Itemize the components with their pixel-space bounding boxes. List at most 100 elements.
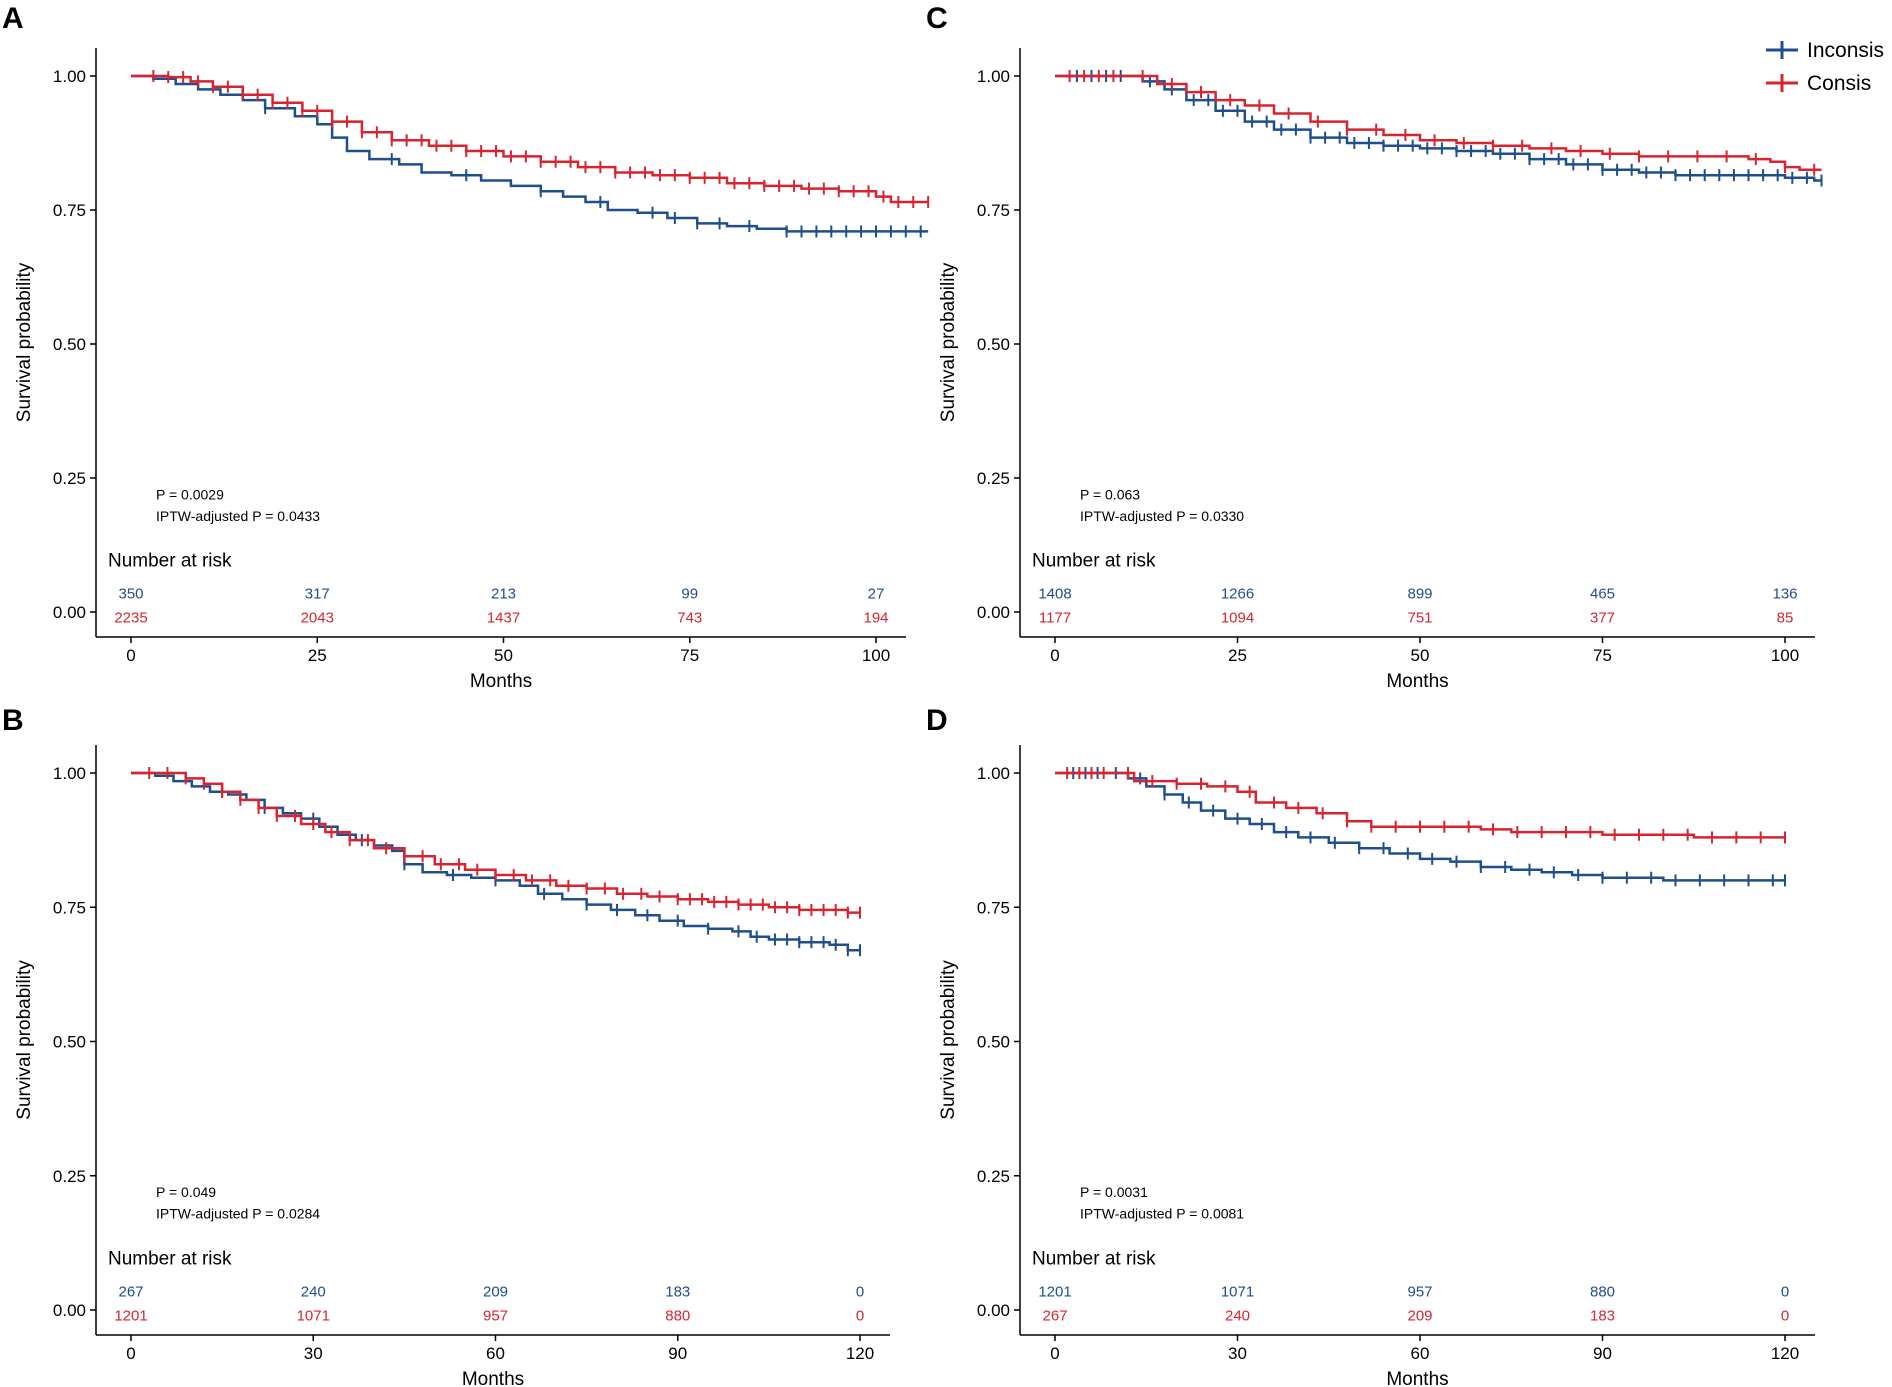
- panel-d-y-tick-label: 0.75: [977, 898, 1010, 917]
- panel-a-risk-consis: 1437: [487, 610, 520, 627]
- legend-item-inconsis: Inconsis: [1766, 39, 1884, 62]
- panel-b-risk-title: Number at risk: [108, 1248, 232, 1269]
- panel-b-x-tick-label: 0: [126, 1344, 135, 1363]
- panel-b-p-value: P = 0.049: [156, 1184, 216, 1200]
- panel-c: C 0.00 0.25 0.50 0.75 1.00 0 25 50 75 100 Months Sur…: [926, 2, 1823, 692]
- panel-b-risk-inconsis: 240: [301, 1284, 326, 1301]
- panel-b-x-tick-label: 30: [304, 1344, 323, 1363]
- panel-b: B 0.00 0.25 0.50 0.75 1.00 0 30 60 90 120 Months Sur…: [2, 704, 890, 1387]
- panel-d-x-axis-title: Months: [1386, 1369, 1448, 1387]
- panel-d-iptw-p-value: IPTW-adjusted P = 0.0081: [1080, 1206, 1244, 1222]
- panel-a-letter: A: [2, 2, 24, 35]
- panel-d-risk-consis: 209: [1407, 1308, 1432, 1325]
- panel-d-letter: D: [926, 704, 948, 737]
- panel-b-y-tick-label: 1.00: [53, 764, 86, 783]
- panel-a-x-tick-label: 100: [862, 646, 890, 665]
- panel-d-risk-inconsis: 957: [1407, 1284, 1432, 1301]
- panel-d-y-tick-label: 0.25: [977, 1167, 1010, 1186]
- panel-d-risk-consis: 267: [1042, 1308, 1067, 1325]
- panel-d-x-tick-label: 120: [1771, 1344, 1799, 1363]
- panel-d-p-value: P = 0.0031: [1080, 1184, 1148, 1200]
- panel-a-risk-consis: 2235: [114, 610, 147, 627]
- panel-b-y-tick-label: 0.25: [53, 1167, 86, 1186]
- panel-a-curve-inconsis: [131, 74, 929, 233]
- panel-d-risk-title: Number at risk: [1032, 1248, 1156, 1269]
- panel-c-risk-consis: 1094: [1221, 610, 1254, 627]
- panel-b-risk-inconsis: 0: [856, 1284, 864, 1301]
- legend: Inconsis Consis: [1766, 39, 1884, 95]
- panel-a-risk-inconsis: 317: [305, 586, 330, 603]
- panel-a-risk-consis: 194: [863, 610, 888, 627]
- panel-a: A 0.00 0.25 0.50 0.75 1.00 0 25 50 75 100 Months Sur…: [2, 2, 930, 692]
- panel-c-x-tick-label: 0: [1050, 646, 1059, 665]
- panel-a-risk-inconsis: 27: [868, 586, 885, 603]
- panel-d-y-tick-label: 0.50: [977, 1033, 1010, 1052]
- panel-d-risk-consis: 240: [1225, 1308, 1250, 1325]
- panel-d-risk-inconsis: 1201: [1038, 1284, 1071, 1301]
- panel-d-risk-inconsis: 0: [1781, 1284, 1789, 1301]
- panel-c-risk-consis: 1177: [1039, 610, 1071, 627]
- panel-c-iptw-p-value: IPTW-adjusted P = 0.0330: [1080, 508, 1244, 524]
- panel-a-x-tick-label: 0: [126, 646, 135, 665]
- panel-b-risk-consis: 1071: [297, 1308, 330, 1325]
- panel-d-x-tick-label: 90: [1593, 1344, 1612, 1363]
- panel-a-y-tick-label: 0.00: [53, 603, 86, 622]
- panel-c-x-tick-label: 50: [1411, 646, 1430, 665]
- panel-c-risk-inconsis: 465: [1590, 586, 1615, 603]
- panel-c-x-tick-label: 100: [1771, 646, 1799, 665]
- legend-consis-label: Consis: [1807, 72, 1871, 95]
- panel-d-risk-inconsis: 880: [1590, 1284, 1615, 1301]
- panel-b-risk-inconsis: 183: [665, 1284, 690, 1301]
- legend-inconsis-label: Inconsis: [1807, 39, 1884, 62]
- panel-c-curve-consis: [1055, 74, 1822, 172]
- panel-d-risk-inconsis: 1071: [1221, 1284, 1254, 1301]
- panel-b-y-tick-label: 0.75: [53, 898, 86, 917]
- panel-d-x-tick-label: 0: [1050, 1344, 1059, 1363]
- panel-a-y-axis-title: Survival probability: [14, 262, 35, 422]
- panel-b-x-tick-label: 90: [668, 1344, 687, 1363]
- panel-b-y-tick-label: 0.50: [53, 1033, 86, 1052]
- panel-b-risk-inconsis: 209: [483, 1284, 508, 1301]
- panel-c-risk-inconsis: 136: [1772, 586, 1797, 603]
- panel-b-risk-consis: 957: [483, 1308, 508, 1325]
- panel-c-risk-consis: 751: [1407, 610, 1432, 627]
- panel-d-y-tick-label: 0.00: [977, 1301, 1010, 1320]
- panel-c-curve-inconsis: [1055, 74, 1822, 182]
- panel-c-y-tick-label: 0.25: [977, 469, 1010, 488]
- panel-c-y-tick-label: 1.00: [977, 67, 1010, 86]
- panel-c-x-tick-label: 75: [1593, 646, 1612, 665]
- panel-c-risk-title: Number at risk: [1032, 550, 1156, 571]
- panel-d-y-axis-title: Survival probability: [938, 960, 959, 1120]
- panel-c-x-axis-title: Months: [1386, 671, 1448, 692]
- panel-a-risk-inconsis: 99: [681, 586, 698, 603]
- panel-d-risk-consis: 183: [1590, 1308, 1615, 1325]
- panel-a-risk-inconsis: 350: [118, 586, 143, 603]
- panel-d-risk-consis: 0: [1781, 1308, 1789, 1325]
- panel-a-y-tick-label: 0.25: [53, 469, 86, 488]
- panel-b-risk-consis: 0: [856, 1308, 864, 1325]
- panel-a-risk-inconsis: 213: [491, 586, 516, 603]
- panel-a-p-value: P = 0.0029: [156, 486, 224, 502]
- panel-a-y-tick-label: 0.50: [53, 335, 86, 354]
- panel-a-risk-title: Number at risk: [108, 550, 232, 571]
- panel-a-x-axis-title: Months: [470, 671, 532, 692]
- panel-b-risk-inconsis: 267: [118, 1284, 143, 1301]
- panel-a-x-tick-label: 25: [308, 646, 327, 665]
- panel-c-y-tick-label: 0.50: [977, 335, 1010, 354]
- panel-b-curve-inconsis: [131, 771, 860, 952]
- panel-c-risk-inconsis: 899: [1407, 586, 1432, 603]
- panel-b-risk-consis: 1201: [114, 1308, 147, 1325]
- panel-c-x-tick-label: 25: [1228, 646, 1247, 665]
- panel-c-p-value: P = 0.063: [1080, 486, 1140, 502]
- panel-b-x-axis-title: Months: [462, 1369, 524, 1387]
- panel-b-letter: B: [2, 704, 24, 737]
- panel-a-y-tick-label: 1.00: [53, 67, 86, 86]
- legend-item-consis: Consis: [1766, 72, 1871, 95]
- panel-c-risk-consis: 377: [1590, 610, 1615, 627]
- panel-a-risk-consis: 2043: [301, 610, 334, 627]
- panel-a-x-tick-label: 75: [680, 646, 699, 665]
- panel-c-risk-inconsis: 1266: [1221, 586, 1254, 603]
- panel-c-risk-inconsis: 1408: [1038, 586, 1071, 603]
- panel-d-y-tick-label: 1.00: [977, 764, 1010, 783]
